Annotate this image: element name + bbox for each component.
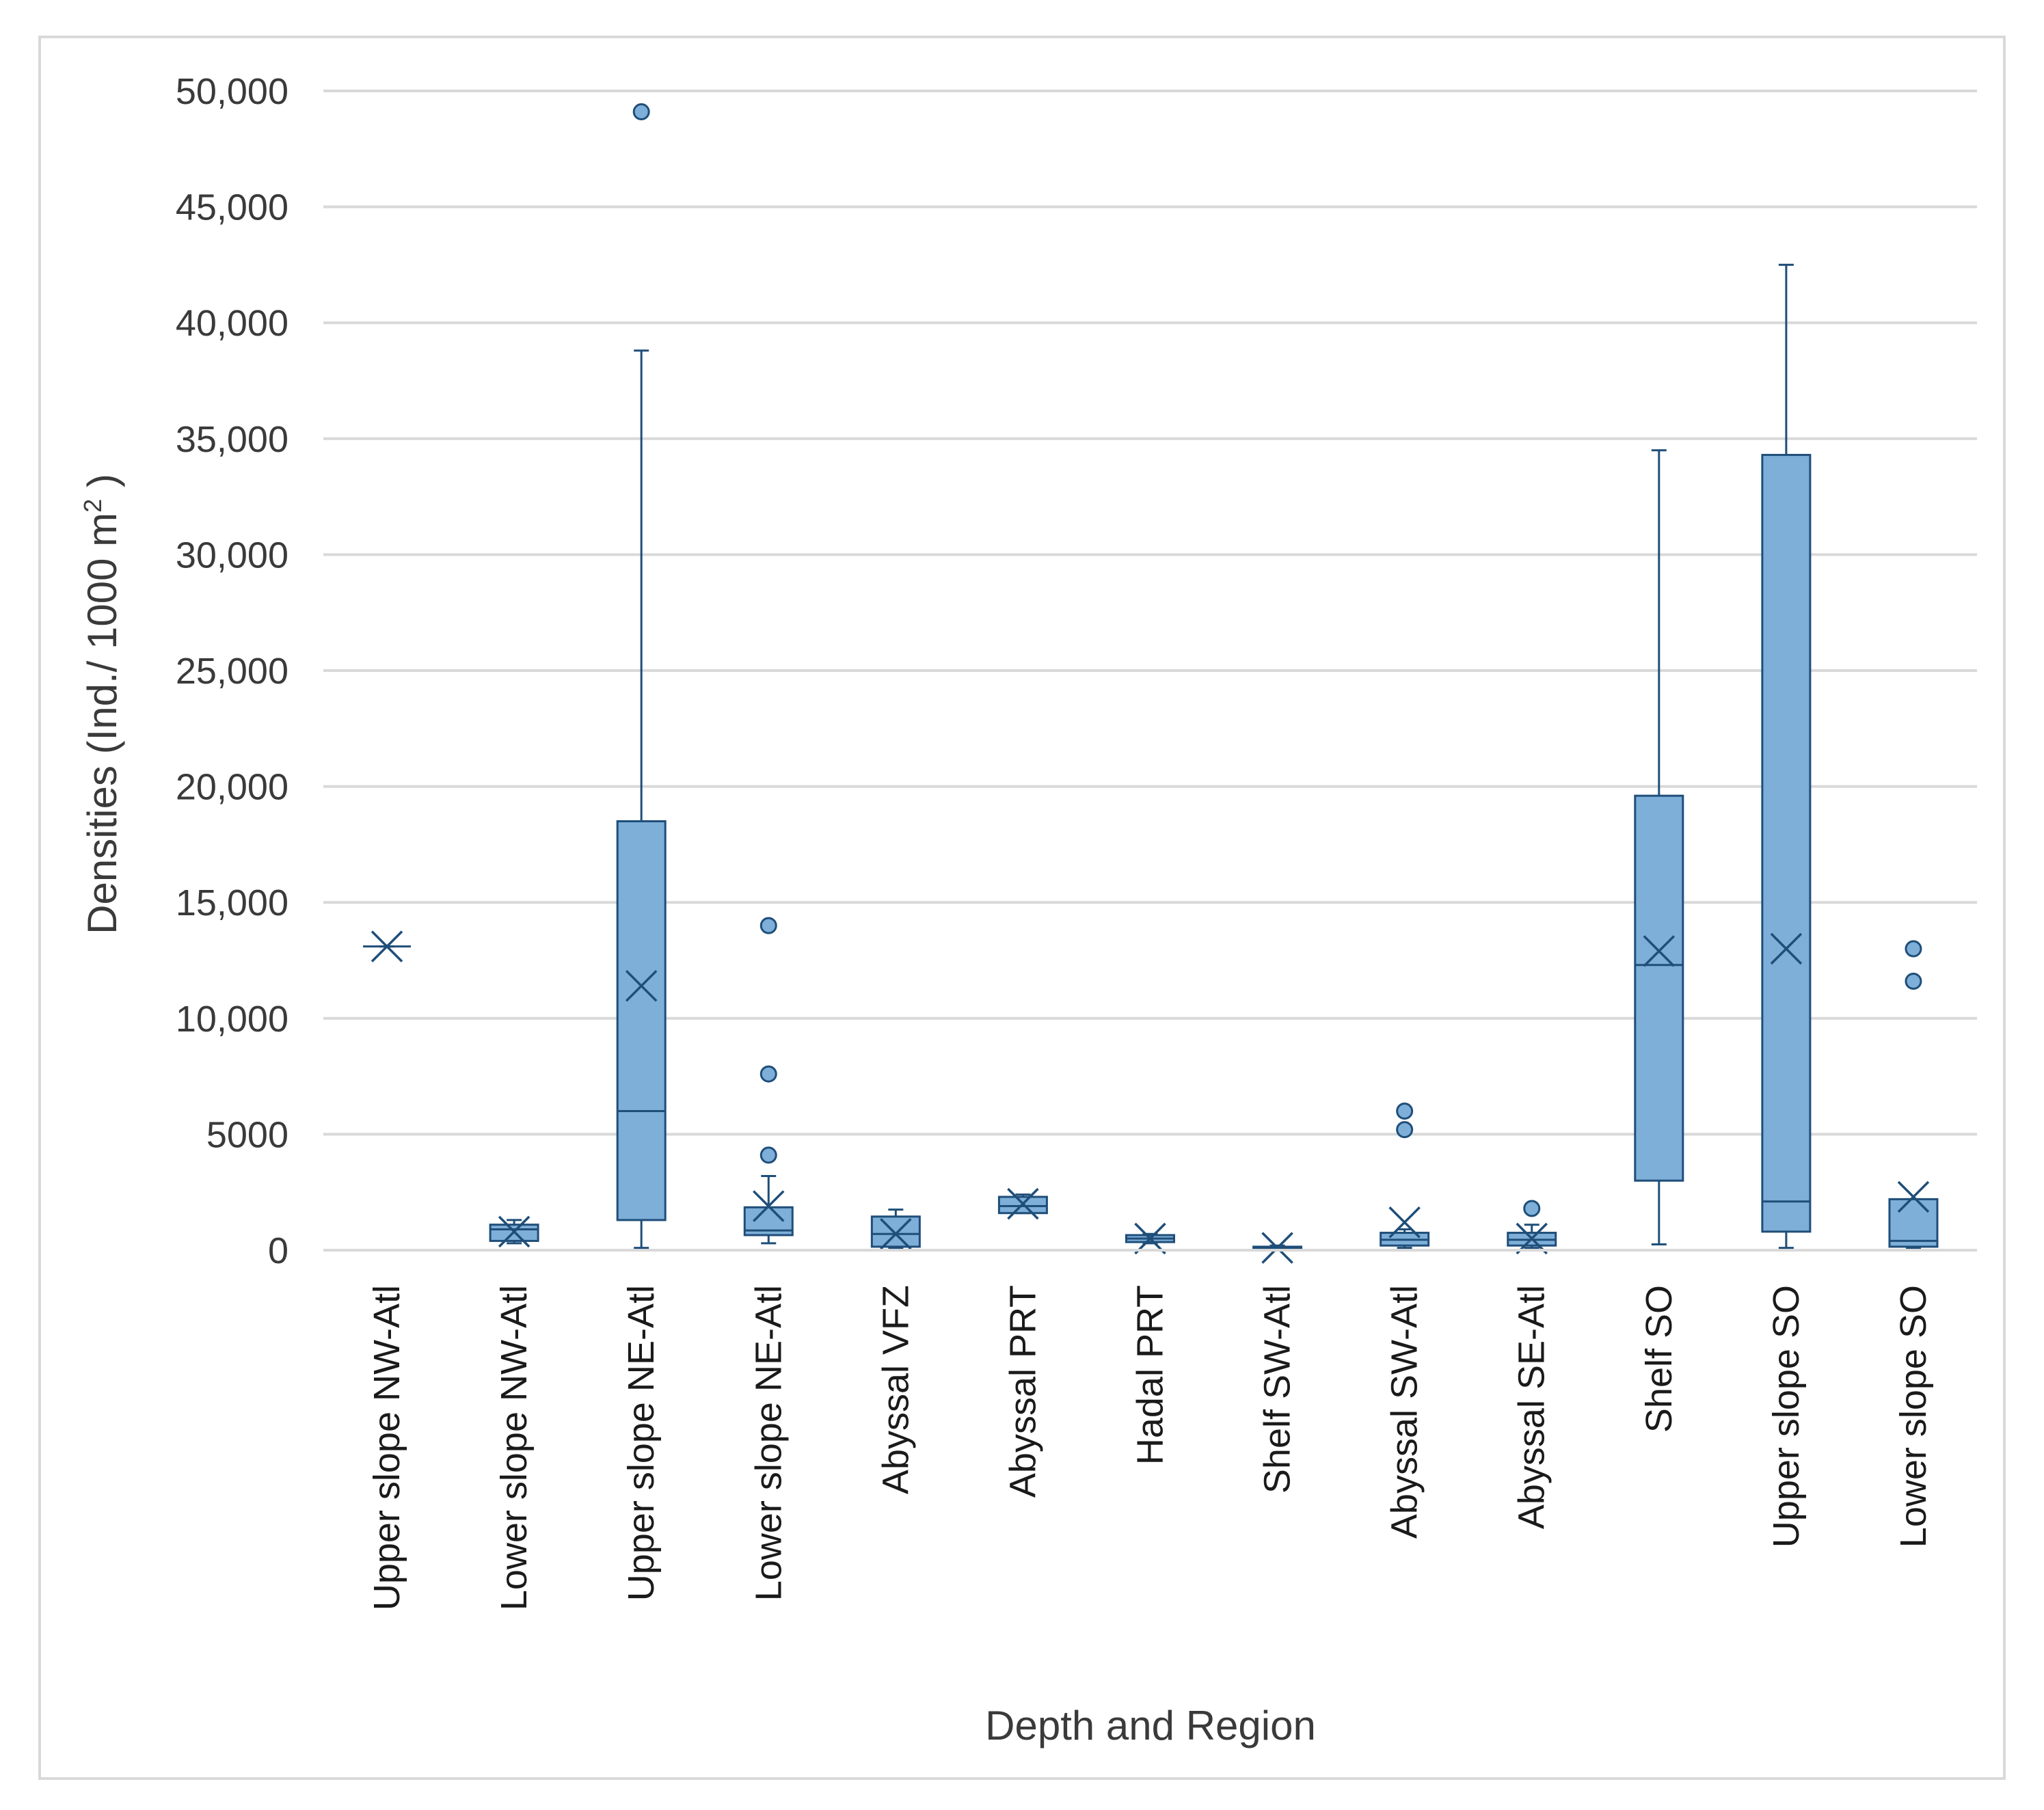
y-tick-label: 15,000 bbox=[176, 882, 288, 923]
y-tick-label: 25,000 bbox=[176, 651, 288, 692]
x-category-label: Upper slope NW-Atl bbox=[366, 1285, 407, 1610]
box-group bbox=[489, 1215, 539, 1248]
mean-marker bbox=[1643, 935, 1676, 967]
box-group bbox=[363, 930, 412, 962]
outlier-point bbox=[1396, 1102, 1414, 1120]
mean-marker bbox=[1388, 1206, 1421, 1239]
box-group bbox=[1761, 263, 1812, 1250]
x-category-label: Shelf SW-Atl bbox=[1257, 1285, 1298, 1494]
mean-marker bbox=[1261, 1232, 1293, 1264]
iqr-box bbox=[870, 1215, 921, 1248]
box-series bbox=[363, 103, 1939, 1264]
y-axis-title-main: Densities (Ind./ 1000 m bbox=[79, 513, 125, 934]
box-group bbox=[1507, 1200, 1557, 1255]
x-category-label: Abyssal VFZ bbox=[875, 1285, 916, 1494]
outlier-point bbox=[759, 917, 777, 934]
iqr-box bbox=[1888, 1198, 1939, 1248]
mean-marker bbox=[498, 1215, 530, 1248]
box-group bbox=[997, 1187, 1048, 1220]
box-group bbox=[870, 1208, 921, 1250]
gridlines bbox=[323, 90, 1977, 1136]
mean-marker bbox=[1770, 932, 1803, 965]
x-category-label: Abyssal SE-Atl bbox=[1511, 1285, 1552, 1529]
y-tick-label: 50,000 bbox=[176, 71, 288, 112]
y-tick-label: 5000 bbox=[206, 1114, 288, 1155]
y-tick-label: 0 bbox=[268, 1230, 288, 1271]
box-group bbox=[1634, 449, 1684, 1246]
x-category-label: Upper slope NE-Atl bbox=[621, 1285, 662, 1601]
y-tick-label: 20,000 bbox=[176, 767, 288, 808]
outlier-point bbox=[759, 1146, 777, 1164]
x-category-label: Abyssal PRT bbox=[1002, 1285, 1043, 1498]
x-category-label: Lower slope NE-Atl bbox=[748, 1285, 789, 1601]
x-category-label: Hadal PRT bbox=[1130, 1285, 1171, 1465]
outlier-point bbox=[1905, 940, 1922, 958]
mean-marker bbox=[1516, 1222, 1548, 1255]
box-group bbox=[1888, 940, 1939, 1250]
x-category-label: Shelf SO bbox=[1639, 1285, 1680, 1433]
y-tick-label: 35,000 bbox=[176, 419, 288, 460]
y-tick-label: 40,000 bbox=[176, 303, 288, 344]
x-axis-title: Depth and Region bbox=[985, 1703, 1316, 1748]
outlier-point bbox=[1523, 1200, 1541, 1217]
iqr-box bbox=[1634, 794, 1684, 1182]
mean-marker bbox=[880, 1218, 912, 1250]
y-axis-title-close: ) bbox=[79, 474, 125, 499]
x-category-label: Lower slope NW-Atl bbox=[494, 1285, 535, 1610]
box-group bbox=[616, 103, 667, 1250]
x-category-label: Lower slope SO bbox=[1893, 1285, 1934, 1548]
iqr-box bbox=[1761, 454, 1812, 1233]
outlier-point bbox=[759, 1065, 777, 1083]
y-tick-label: 30,000 bbox=[176, 535, 288, 576]
x-category-label: Abyssal SW-Atl bbox=[1384, 1285, 1425, 1539]
mean-marker bbox=[1134, 1222, 1166, 1255]
box-group bbox=[1252, 1232, 1303, 1264]
y-axis-title: Densities (Ind./ 1000 m2 ) bbox=[79, 474, 125, 934]
mean-marker bbox=[1007, 1187, 1039, 1220]
box-group bbox=[1125, 1222, 1175, 1255]
y-axis-title-superscript: 2 bbox=[79, 499, 107, 513]
mean-marker bbox=[625, 970, 658, 1002]
x-axis-category-labels: Upper slope NW-Atl Lower slope NW-Atl Uppe… bbox=[366, 1285, 1934, 1610]
mean-marker bbox=[371, 930, 403, 962]
outlier-point bbox=[1905, 973, 1922, 990]
mean-marker bbox=[1897, 1180, 1930, 1213]
iqr-box bbox=[616, 820, 667, 1221]
y-tick-label: 10,000 bbox=[176, 999, 288, 1040]
y-axis-tick-labels: 0 5000 10,000 15,000 20,000 25,000 30,000 35,00… bbox=[176, 71, 288, 1271]
y-tick-label: 45,000 bbox=[176, 187, 288, 228]
box-group bbox=[1380, 1102, 1430, 1250]
outlier-point bbox=[1396, 1121, 1414, 1139]
outlier-point bbox=[632, 103, 650, 121]
mean-marker bbox=[753, 1190, 785, 1222]
x-category-label: Upper slope SO bbox=[1766, 1285, 1807, 1548]
box-group bbox=[743, 917, 794, 1245]
